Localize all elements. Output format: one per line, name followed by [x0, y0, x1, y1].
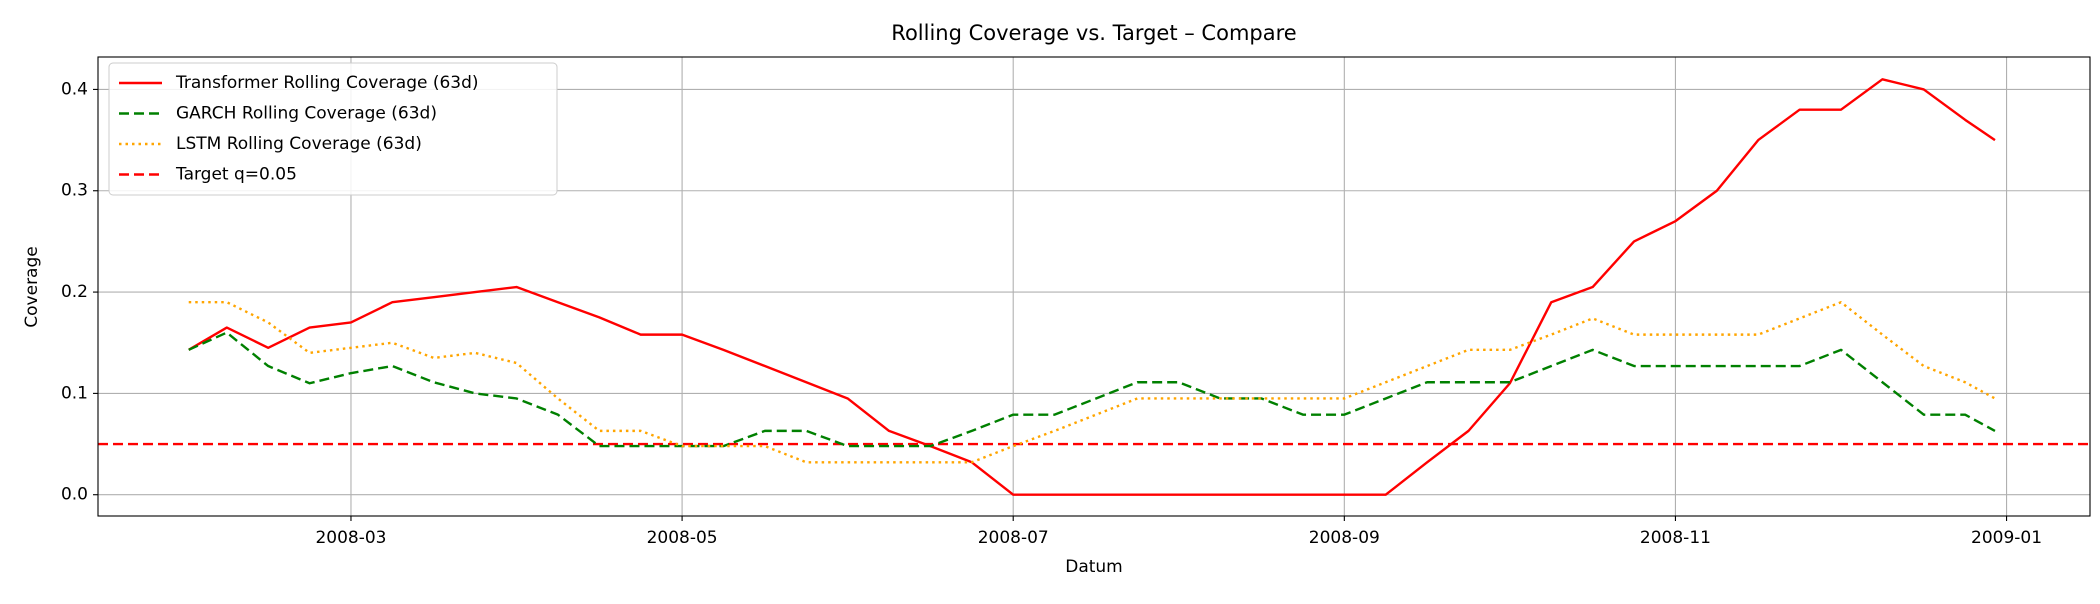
- series-line: [188, 78, 1996, 496]
- y-tick-label: 0.4: [61, 79, 88, 99]
- chart-title: Rolling Coverage vs. Target – Compare: [891, 21, 1296, 45]
- y-axis-label: Coverage: [22, 246, 42, 327]
- legend-label: Transformer Rolling Coverage (63d): [175, 73, 479, 93]
- legend-box: [108, 62, 558, 196]
- x-axis-label: Datum: [1065, 557, 1123, 577]
- legend-label: LSTM Rolling Coverage (63d): [176, 134, 422, 154]
- y-tick-label: 0.2: [61, 282, 88, 302]
- y-tick-label: 0.1: [61, 383, 88, 403]
- y-tick-label: 0.0: [61, 485, 88, 505]
- plot-frame: [97, 56, 2091, 517]
- x-tick-label: 2008-09: [1309, 528, 1380, 548]
- x-tick-label: 2009-01: [1971, 528, 2042, 548]
- series-line: [188, 331, 1996, 448]
- x-tick-label: 2008-07: [978, 528, 1049, 548]
- legend-label: GARCH Rolling Coverage (63d): [176, 104, 437, 124]
- x-tick-label: 2008-03: [315, 528, 386, 548]
- series-line: [188, 301, 1996, 464]
- x-tick-label: 2008-11: [1640, 528, 1711, 548]
- legend-label: Target q=0.05: [175, 165, 297, 185]
- y-tick-label: 0.3: [61, 181, 88, 201]
- legend: Transformer Rolling Coverage (63d) GARCH …: [108, 62, 558, 196]
- x-tick-label: 2008-05: [647, 528, 718, 548]
